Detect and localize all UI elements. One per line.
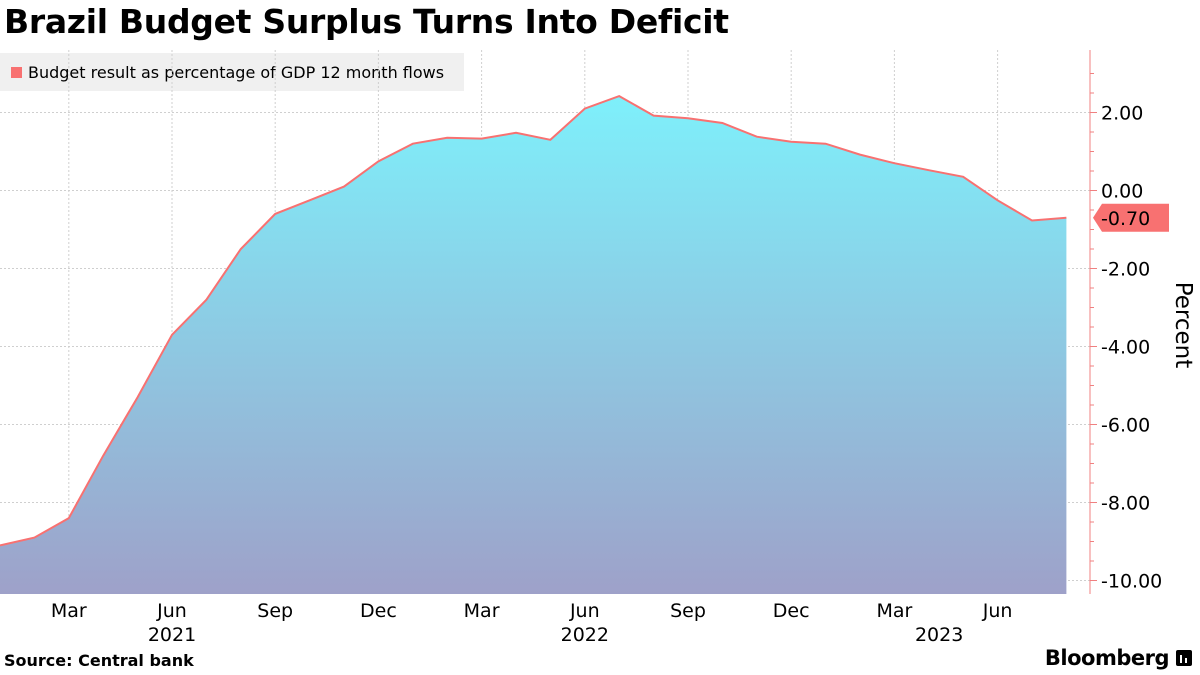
chart-title: Brazil Budget Surplus Turns Into Deficit [4,2,729,41]
legend-label: Budget result as percentage of GDP 12 mo… [28,62,445,82]
callout-box [1093,203,1169,232]
x-tick-label: Sep [257,600,293,622]
x-tick-label: Dec [773,600,810,622]
y-axis-label: Percent [1170,282,1196,369]
y-tick-label: 0.00 [1101,181,1143,203]
x-tick-label: Jun [569,600,600,622]
y-tick-labels: 2.00 0.00 -2.00 -4.00 -6.00 -8.00 -10.00 [1101,103,1162,593]
x-tick-label: Jun [156,600,187,622]
series-line [0,95,1067,547]
source-note: Source: Central bank [4,651,194,670]
y-tick-label: -6.00 [1101,415,1150,437]
brand-name: Bloomberg [1044,646,1170,670]
area-fill [0,96,1067,594]
legend-swatch [11,66,22,78]
y-tick-label: -8.00 [1101,493,1150,515]
x-year-label: 2023 [915,624,963,646]
x-tick-label: Mar [464,600,500,622]
x-tick-label: Mar [876,600,912,622]
y-tick-label: -10.00 [1101,571,1162,593]
x-tick-label: Sep [670,600,706,622]
x-year-label: 2021 [148,624,196,646]
last-value-callout: -0.70 [1093,203,1169,232]
x-year-label: 2022 [561,624,609,646]
y-tick-label: 2.00 [1101,103,1143,125]
y-tick-label: -4.00 [1101,337,1150,359]
y-axis [1089,50,1097,594]
y-tick-label: -2.00 [1101,259,1150,281]
x-tick-label: Mar [51,600,87,622]
brand-logo: Bloomberg [1045,646,1192,670]
x-tick-label: Dec [360,600,397,622]
legend: Budget result as percentage of GDP 12 mo… [0,53,464,91]
callout-value: -0.70 [1101,208,1150,230]
x-tick-label: Jun [982,600,1013,622]
bar-chart-icon [1176,650,1192,666]
